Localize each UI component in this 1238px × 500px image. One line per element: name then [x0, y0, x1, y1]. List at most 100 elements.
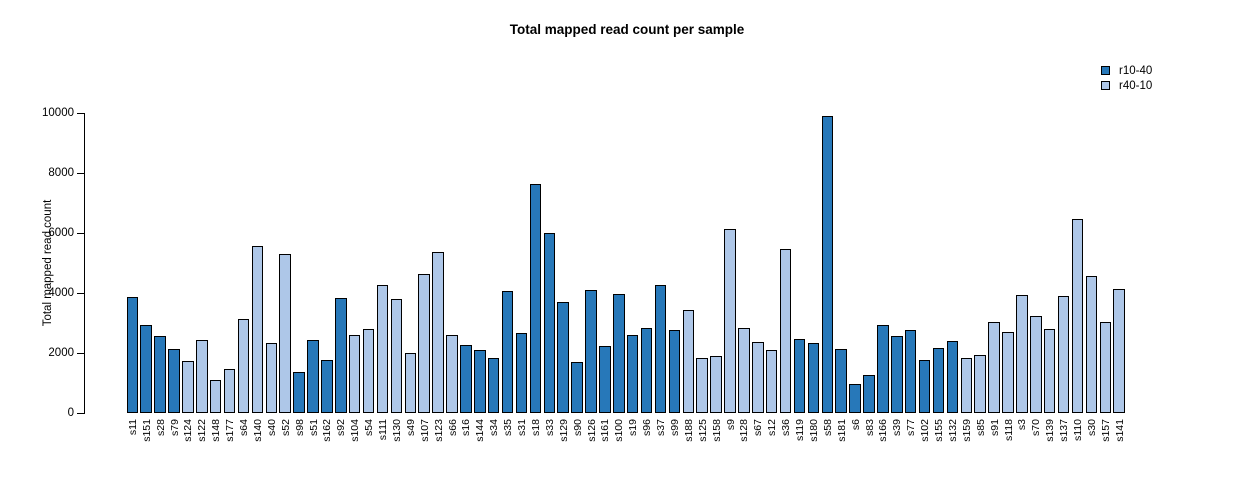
bar-s180	[807, 343, 820, 413]
x-tick-label-s36: s36	[780, 419, 793, 436]
bar-s64	[237, 319, 250, 413]
x-tick-label-s12: s12	[766, 419, 779, 436]
bar-s70	[1030, 316, 1042, 413]
x-tick-label-s18: s18	[529, 419, 542, 436]
bar-s28	[154, 336, 166, 413]
x-tick-label-s34: s34	[488, 419, 501, 436]
bar-s39	[891, 336, 903, 413]
y-axis-title: Total mapped read count	[42, 199, 54, 327]
x-tick-label-s118: s118	[1002, 419, 1015, 441]
bar-s155	[932, 348, 945, 413]
x-tick-label-s123: s123	[432, 419, 445, 442]
x-tick-label-s19: s19	[627, 419, 640, 436]
x-tick-label-s49: s49	[404, 419, 417, 436]
legend: r10-40 r40-10	[1101, 63, 1152, 93]
bar-s51	[307, 340, 319, 413]
y-tick-label: 10000	[42, 107, 74, 119]
bar-s166	[877, 325, 889, 413]
bar-s96	[640, 328, 653, 413]
x-tick-label-s104: s104	[349, 419, 362, 442]
bar-s79	[168, 349, 180, 413]
x-tick-label-s159: s159	[960, 419, 973, 442]
bar-s11	[126, 297, 139, 413]
bar-s139	[1043, 329, 1056, 413]
bar-s35	[501, 291, 514, 413]
bar-s33	[543, 233, 556, 413]
bar-s118	[1002, 332, 1014, 413]
bar-s18	[529, 184, 542, 413]
x-tick-label-s130: s130	[390, 419, 403, 442]
y-tick-label: 2000	[48, 347, 74, 359]
x-tick-label-s144: s144	[474, 419, 487, 442]
bar-s67	[752, 342, 764, 413]
y-tick	[77, 413, 84, 414]
legend-swatch-icon	[1101, 66, 1110, 75]
x-tick-label-s3: s3	[1016, 419, 1029, 431]
bar-s98	[293, 372, 305, 413]
bar-s100	[613, 294, 625, 413]
x-tick-label-s177: s177	[224, 419, 237, 442]
x-tick-label-s91: s91	[988, 419, 1001, 436]
x-tick-label-s110: s110	[1072, 419, 1084, 441]
bar-s49	[404, 353, 417, 413]
x-tick-label-s35: s35	[502, 419, 515, 436]
x-tick-label-s157: s157	[1099, 419, 1112, 442]
x-tick-label-s9: s9	[724, 419, 737, 431]
bar-s119	[793, 339, 806, 413]
bar-s144	[474, 350, 486, 413]
bar-s3	[1016, 295, 1028, 413]
bar-s111	[376, 285, 389, 413]
bar-s58	[821, 116, 834, 413]
bar-s125	[696, 358, 708, 413]
x-tick-label-s180: s180	[807, 419, 820, 442]
bar-s161	[599, 346, 611, 413]
bar-s19	[626, 335, 639, 413]
x-tick-label-s139: s139	[1044, 419, 1057, 442]
x-tick-label-s161: s161	[599, 419, 612, 442]
x-tick-label-s11: s11	[126, 419, 139, 436]
x-tick-label-s155: s155	[933, 419, 945, 442]
bar-s90	[571, 362, 583, 413]
x-tick-label-s54: s54	[363, 419, 376, 436]
legend-swatch-icon	[1101, 81, 1110, 90]
bar-s30	[1085, 276, 1098, 413]
bar-s92	[335, 298, 347, 413]
x-tick-label-s111: s111	[377, 419, 389, 441]
x-tick-label-s100: s100	[613, 419, 626, 442]
x-tick-label-s85: s85	[974, 419, 987, 436]
x-tick-label-s77: s77	[905, 419, 918, 436]
x-tick-label-s39: s39	[891, 419, 904, 436]
bar-s6	[849, 384, 861, 413]
x-tick-label-s83: s83	[863, 419, 876, 436]
x-tick-label-s98: s98	[293, 419, 306, 436]
x-tick-label-s137: s137	[1058, 419, 1071, 442]
bar-s12	[765, 350, 778, 413]
bar-s124	[182, 361, 194, 413]
bar-s34	[487, 358, 500, 413]
bar-s151	[140, 325, 152, 413]
x-tick-label-s107: s107	[418, 419, 431, 442]
bar-s130	[390, 299, 403, 413]
x-tick-label-s31: s31	[516, 419, 528, 436]
x-tick-label-s162: s162	[321, 419, 334, 442]
x-tick-label-s40: s40	[265, 419, 278, 436]
x-tick-label-s188: s188	[682, 419, 695, 442]
bar-s129	[557, 302, 569, 413]
y-tick-label: 4000	[48, 287, 74, 299]
x-tick-label-s99: s99	[668, 419, 681, 436]
x-tick-label-s128: s128	[738, 419, 751, 442]
x-tick-label-s119: s119	[794, 419, 806, 441]
y-tick	[77, 293, 84, 294]
bar-s141	[1113, 289, 1125, 413]
x-tick-label-s148: s148	[210, 419, 223, 442]
x-tick-label-s125: s125	[696, 419, 709, 442]
legend-label: r10-40	[1119, 64, 1153, 77]
x-tick-label-s151: s151	[140, 419, 153, 442]
x-tick-label-s140: s140	[251, 419, 264, 442]
bar-s177	[223, 369, 236, 413]
y-tick	[77, 173, 84, 174]
y-tick-label: 0	[67, 407, 74, 419]
x-tick-label-s33: s33	[543, 419, 556, 436]
x-tick-label-s181: s181	[835, 419, 848, 442]
